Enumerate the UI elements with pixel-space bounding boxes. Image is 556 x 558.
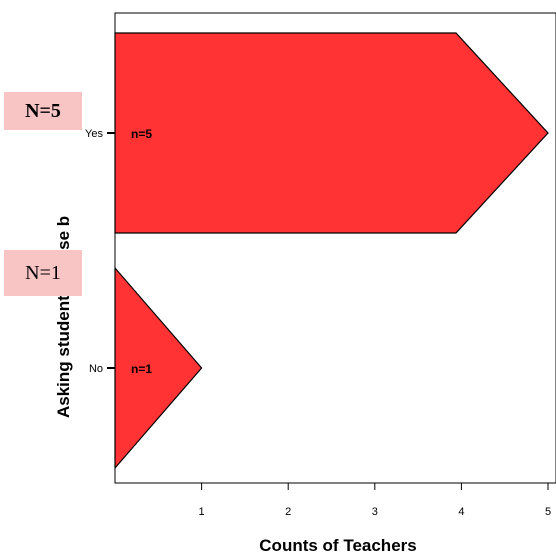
data-label-yes: n=5 — [131, 127, 152, 141]
bars-group: n=5 n=1 — [114, 32, 549, 470]
x-axis-label: Counts of Teachers — [259, 536, 416, 555]
category-label-no: No — [89, 363, 103, 375]
x-tick-label-2: 2 — [285, 506, 291, 518]
data-label-no: n=1 — [131, 362, 152, 376]
x-ticks: 1 2 3 4 5 — [199, 483, 551, 518]
bar-yes — [114, 32, 549, 234]
category-ticks: Yes No — [85, 128, 115, 375]
x-tick-label-5: 5 — [545, 506, 551, 518]
x-tick-label-1: 1 — [199, 506, 205, 518]
annotation-n-no: N=1 — [4, 250, 82, 296]
annotation-n-yes: N=5 — [4, 92, 82, 130]
x-tick-label-4: 4 — [458, 506, 464, 518]
x-tick-label-3: 3 — [372, 506, 378, 518]
category-label-yes: Yes — [85, 128, 103, 140]
y-axis-label: Asking students to use b — [54, 216, 73, 418]
